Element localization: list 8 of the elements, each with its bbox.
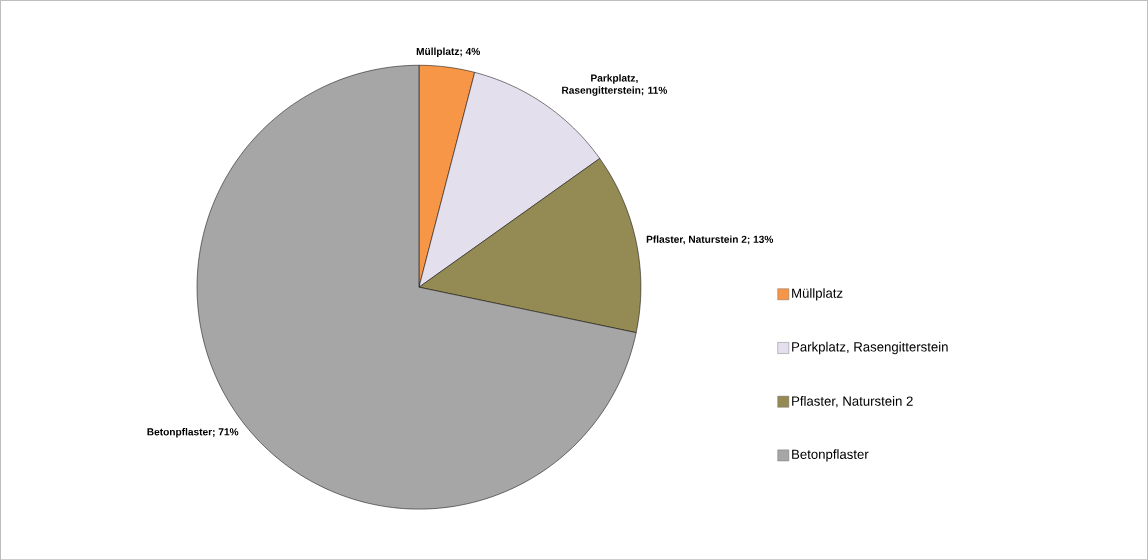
- data-label: Müllplatz; 4%: [416, 47, 480, 57]
- legend-label: Parkplatz, Rasengitterstein: [792, 341, 948, 355]
- data-label: Parkplatz, Rasengitterstein; 11%: [562, 74, 668, 96]
- data-label: Betonpflaster; 71%: [147, 427, 239, 438]
- data-label: Pflaster, Naturstein 2; 13%: [646, 235, 774, 245]
- legend-label: Betonpflaster: [792, 449, 869, 462]
- legend-label: Müllplatz: [792, 288, 843, 301]
- legend-label: Pflaster, Naturstein 2: [792, 395, 913, 408]
